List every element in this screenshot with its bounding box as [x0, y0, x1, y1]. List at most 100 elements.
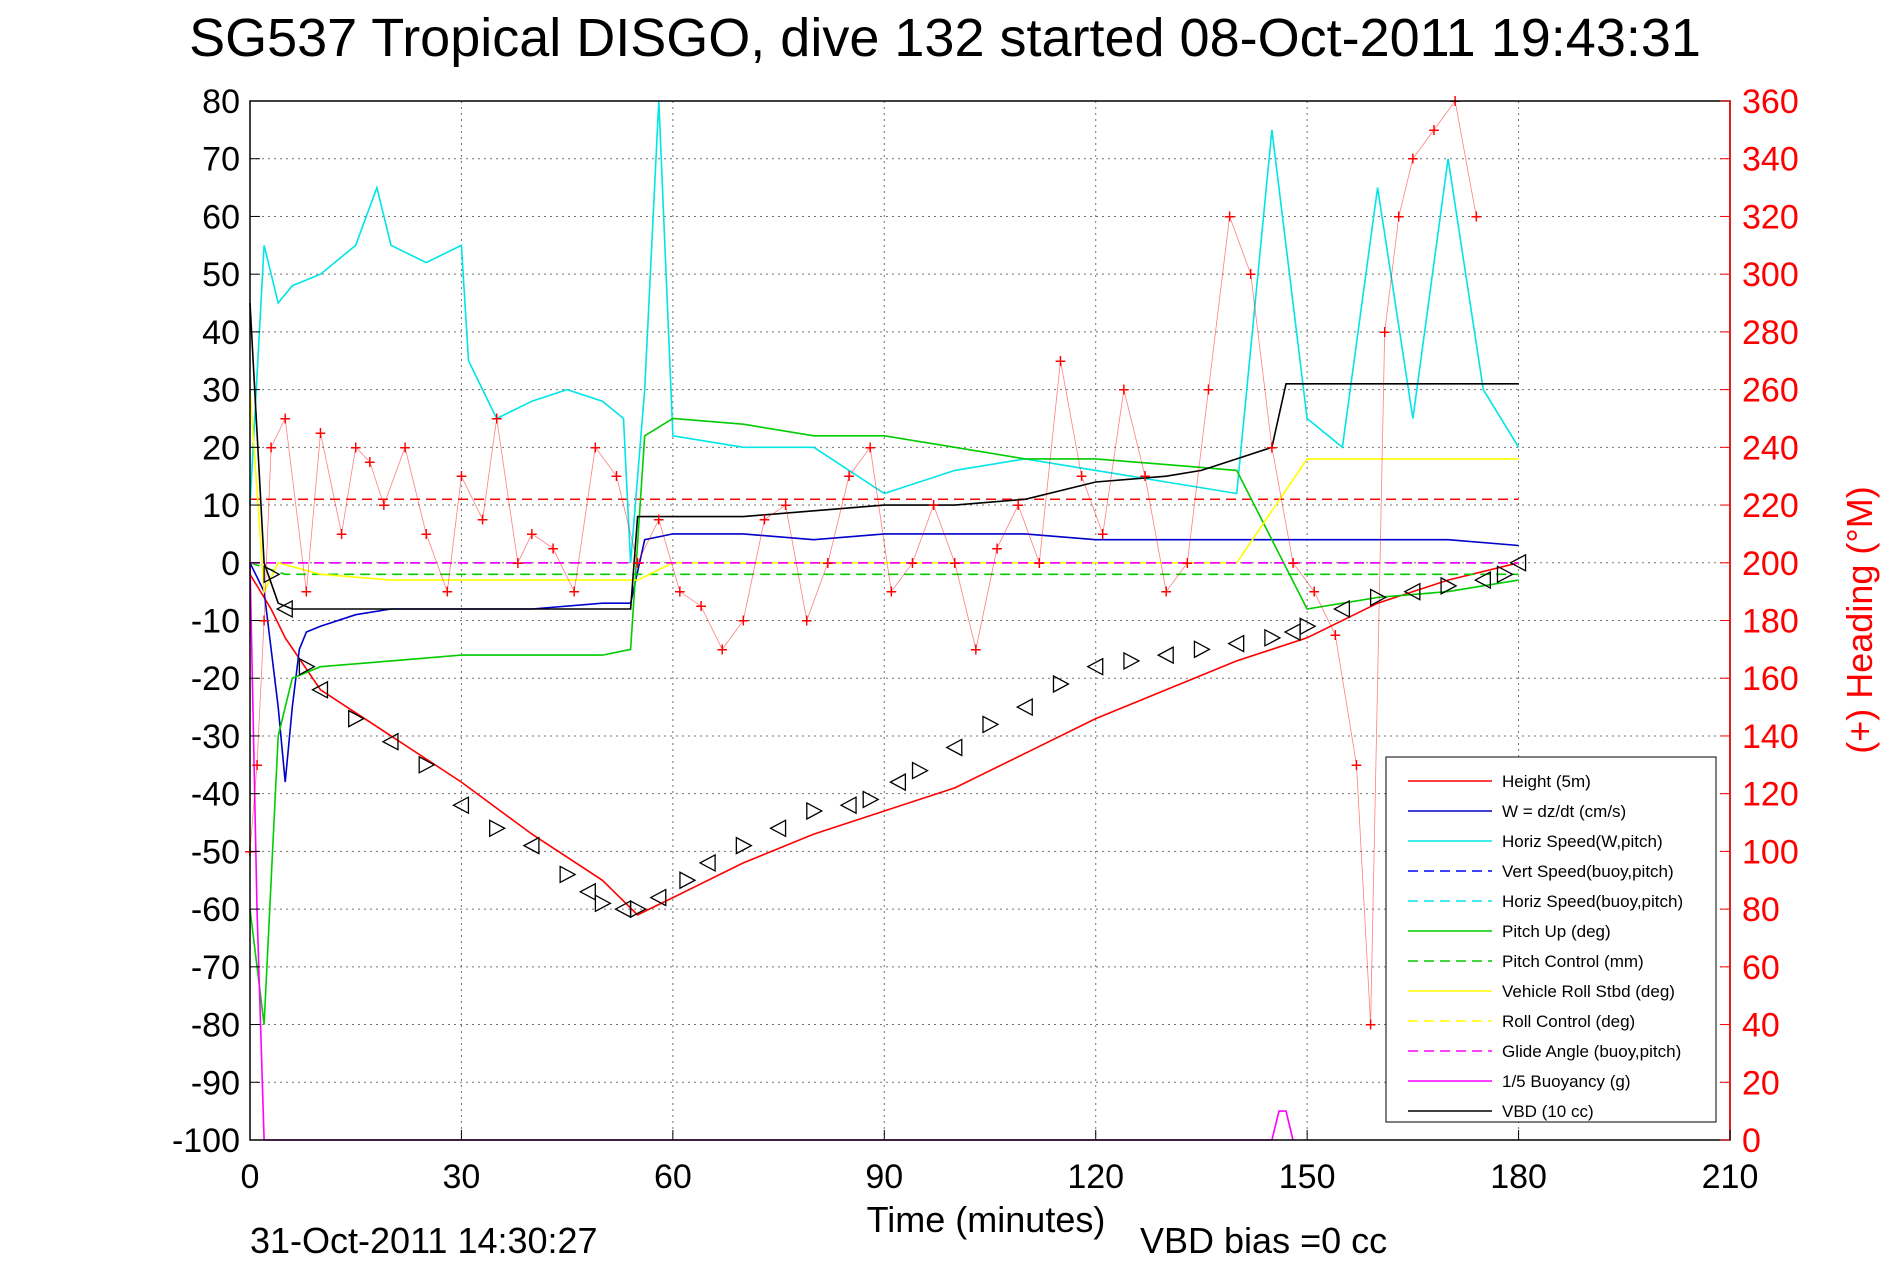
- heading-point: +: [1203, 380, 1215, 402]
- y-tick-label: 30: [202, 372, 240, 410]
- heading-point: +: [801, 611, 813, 633]
- triangle-marker: [263, 565, 281, 584]
- y-tick-label: 60: [202, 198, 240, 236]
- y-axis-ticks: 80 70 60 50 40 30 20 10 0 -10 -20 -30 -40 -50 -60 -70 -8…: [172, 83, 260, 1160]
- triangle-marker: [806, 801, 824, 821]
- legend-label: Vehicle Roll Stbd (deg): [1502, 982, 1675, 1001]
- right-y-tick-label: 140: [1742, 718, 1799, 756]
- triangle-marker: [888, 773, 907, 792]
- triangle-marker: [698, 853, 716, 873]
- triangle-marker: [1496, 565, 1514, 584]
- heading-point: +: [378, 495, 390, 517]
- y-tick-label: -30: [191, 718, 240, 756]
- heading-point: +: [928, 495, 940, 517]
- y-tick-label: 10: [202, 487, 240, 525]
- legend-label: Vert Speed(buoy,pitch): [1502, 862, 1674, 881]
- right-y-tick-label: 360: [1742, 83, 1799, 121]
- right-y-tick-label: 340: [1742, 141, 1799, 179]
- heading-point: +: [258, 611, 270, 633]
- footer-vbd-bias: VBD bias =0 cc: [1140, 1220, 1387, 1261]
- heading-point: +: [822, 553, 834, 575]
- heading-point: +: [695, 596, 707, 618]
- legend-label: Height (5m): [1502, 772, 1591, 791]
- right-y-tick-label: 60: [1742, 949, 1780, 987]
- x-axis-label: Time (minutes): [867, 1199, 1106, 1240]
- triangle-marker: [769, 819, 787, 838]
- triangle-marker: [1369, 588, 1388, 607]
- triangle-marker: [381, 732, 399, 751]
- legend-label: 1/5 Buoyancy (g): [1502, 1072, 1631, 1091]
- heading-point: +: [885, 582, 897, 604]
- heading-point: +: [632, 553, 644, 575]
- heading-point: +: [1245, 264, 1257, 286]
- right-y-axis-ticks: 3603403203002802602402202001801601401201…: [1720, 83, 1799, 1160]
- x-axis-ticks: 0 30 60 90 120 150 180 210: [241, 1130, 1759, 1196]
- x-tick-label: 90: [865, 1158, 903, 1196]
- triangle-marker: [1227, 634, 1245, 653]
- triangle-marker: [649, 888, 667, 907]
- heading-point: +: [780, 495, 792, 517]
- heading-point: +: [441, 582, 453, 604]
- triangle-marker: [911, 761, 929, 780]
- marker-layer: + + + + + + + + + + + + + + + + + + + + + + + + + + + + + + + + + + + + + + + +…: [244, 91, 1527, 1037]
- heading-point: +: [265, 437, 277, 459]
- heading-point: +: [864, 437, 876, 459]
- triangle-marker: [1086, 657, 1104, 676]
- heading-point: +: [1055, 351, 1067, 373]
- right-y-tick-label: 100: [1742, 833, 1799, 871]
- y-tick-label: -80: [191, 1007, 240, 1045]
- right-y-tick-label: 160: [1742, 660, 1799, 698]
- heading-point: +: [1097, 524, 1109, 546]
- triangle-marker: [1440, 576, 1458, 595]
- triangle-marker: [348, 709, 366, 728]
- series-horiz-speed-w-pitch: [249, 100, 1520, 563]
- triangle-marker: [1015, 697, 1033, 717]
- triangle-marker: [735, 836, 753, 855]
- x-tick-label: 30: [443, 1158, 481, 1196]
- triangle-marker: [1473, 571, 1491, 590]
- heading-point: +: [1287, 553, 1299, 575]
- triangle-marker: [839, 796, 857, 815]
- right-y-tick-label: 120: [1742, 776, 1799, 814]
- heading-trace: [249, 100, 1477, 1025]
- heading-point: +: [1181, 553, 1193, 575]
- y-tick-label: -70: [191, 949, 240, 987]
- heading-point: +: [1139, 466, 1151, 488]
- triangle-marker: [629, 900, 648, 919]
- triangle-marker: [862, 790, 880, 809]
- heading-point: +: [737, 611, 749, 633]
- heading-point: +: [1033, 553, 1045, 575]
- triangle-marker: [311, 680, 329, 699]
- heading-point: +: [907, 553, 919, 575]
- right-y-tick-label: 240: [1742, 429, 1799, 467]
- y-tick-label: -90: [191, 1064, 240, 1102]
- x-tick-label: 210: [1702, 1158, 1759, 1196]
- heading-point: +: [301, 582, 313, 604]
- x-tick-label: 120: [1067, 1158, 1124, 1196]
- triangle-marker: [275, 599, 293, 619]
- y-tick-label: -40: [191, 776, 240, 814]
- y-tick-label: 50: [202, 256, 240, 294]
- x-tick-label: 0: [241, 1158, 260, 1196]
- heading-point: +: [547, 538, 559, 560]
- legend-label: Horiz Speed(buoy,pitch): [1502, 892, 1683, 911]
- right-y-tick-label: 220: [1742, 487, 1799, 525]
- heading-point: +: [589, 437, 601, 459]
- heading-point: +: [1351, 755, 1363, 777]
- heading-point: +: [674, 582, 686, 604]
- series-pitch-up-deg: [249, 417, 1519, 1025]
- heading-point: +: [568, 582, 580, 604]
- legend-label: Horiz Speed(W,pitch): [1502, 832, 1663, 851]
- x-tick-label: 150: [1279, 1158, 1336, 1196]
- right-y-tick-label: 80: [1742, 891, 1780, 929]
- series-w-dz-dt-cm-s: [249, 533, 1519, 783]
- heading-point: +: [1012, 495, 1024, 517]
- heading-point: +: [1160, 582, 1172, 604]
- legend-label: Roll Control (deg): [1502, 1012, 1635, 1031]
- triangle-marker: [1052, 674, 1070, 694]
- y-tick-label: 70: [202, 141, 240, 179]
- triangle-marker: [489, 819, 507, 838]
- triangle-marker: [559, 865, 577, 884]
- triangle-marker: [452, 796, 470, 815]
